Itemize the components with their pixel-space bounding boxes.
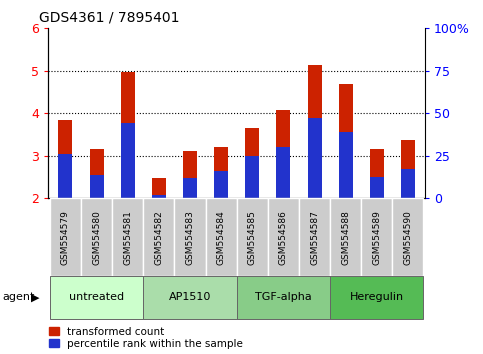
Text: GSM554588: GSM554588 (341, 210, 350, 265)
Bar (276, 147, 290, 198)
Text: GSM554583: GSM554583 (185, 210, 195, 265)
Bar (370, 177, 384, 198)
Bar (401, 139, 415, 198)
Text: GSM554586: GSM554586 (279, 210, 288, 265)
Bar (401, 169, 415, 198)
Bar (50, 198, 81, 276)
Text: agent: agent (2, 292, 35, 302)
Text: GSM554587: GSM554587 (310, 210, 319, 265)
Bar (50, 276, 143, 319)
Text: GSM554584: GSM554584 (216, 210, 226, 265)
Bar (245, 128, 259, 198)
Bar (245, 156, 259, 198)
Bar (174, 198, 206, 276)
Text: GSM554590: GSM554590 (403, 210, 412, 265)
Text: GSM554585: GSM554585 (248, 210, 257, 265)
Bar (268, 198, 299, 276)
Bar (143, 276, 237, 319)
Bar (183, 151, 197, 198)
Bar (112, 198, 143, 276)
Bar (361, 198, 392, 276)
Bar (392, 198, 424, 276)
Legend: transformed count, percentile rank within the sample: transformed count, percentile rank withi… (49, 327, 243, 349)
Bar (276, 110, 290, 198)
Bar (299, 198, 330, 276)
Text: GSM554582: GSM554582 (155, 210, 163, 265)
Bar (58, 154, 72, 198)
Text: Heregulin: Heregulin (350, 292, 404, 302)
Bar (370, 149, 384, 198)
Bar (143, 198, 174, 276)
Bar (330, 198, 361, 276)
Text: untreated: untreated (69, 292, 124, 302)
Bar (89, 149, 103, 198)
Text: GSM554581: GSM554581 (123, 210, 132, 265)
Text: GDS4361 / 7895401: GDS4361 / 7895401 (39, 11, 179, 25)
Bar (121, 122, 135, 198)
Bar (339, 84, 353, 198)
Bar (339, 132, 353, 198)
Bar (152, 178, 166, 198)
Text: ▶: ▶ (31, 292, 40, 302)
Bar (152, 195, 166, 198)
Bar (214, 171, 228, 198)
Bar (81, 198, 112, 276)
Text: AP1510: AP1510 (169, 292, 211, 302)
Bar (237, 198, 268, 276)
Bar (237, 276, 330, 319)
Text: GSM554589: GSM554589 (372, 210, 381, 265)
Text: GSM554580: GSM554580 (92, 210, 101, 265)
Bar (308, 65, 322, 198)
Bar (89, 175, 103, 198)
Bar (183, 178, 197, 198)
Bar (308, 118, 322, 198)
Text: TGF-alpha: TGF-alpha (255, 292, 312, 302)
Bar (121, 72, 135, 198)
Text: GSM554579: GSM554579 (61, 210, 70, 265)
Bar (330, 276, 424, 319)
Bar (206, 198, 237, 276)
Bar (214, 147, 228, 198)
Bar (58, 120, 72, 198)
